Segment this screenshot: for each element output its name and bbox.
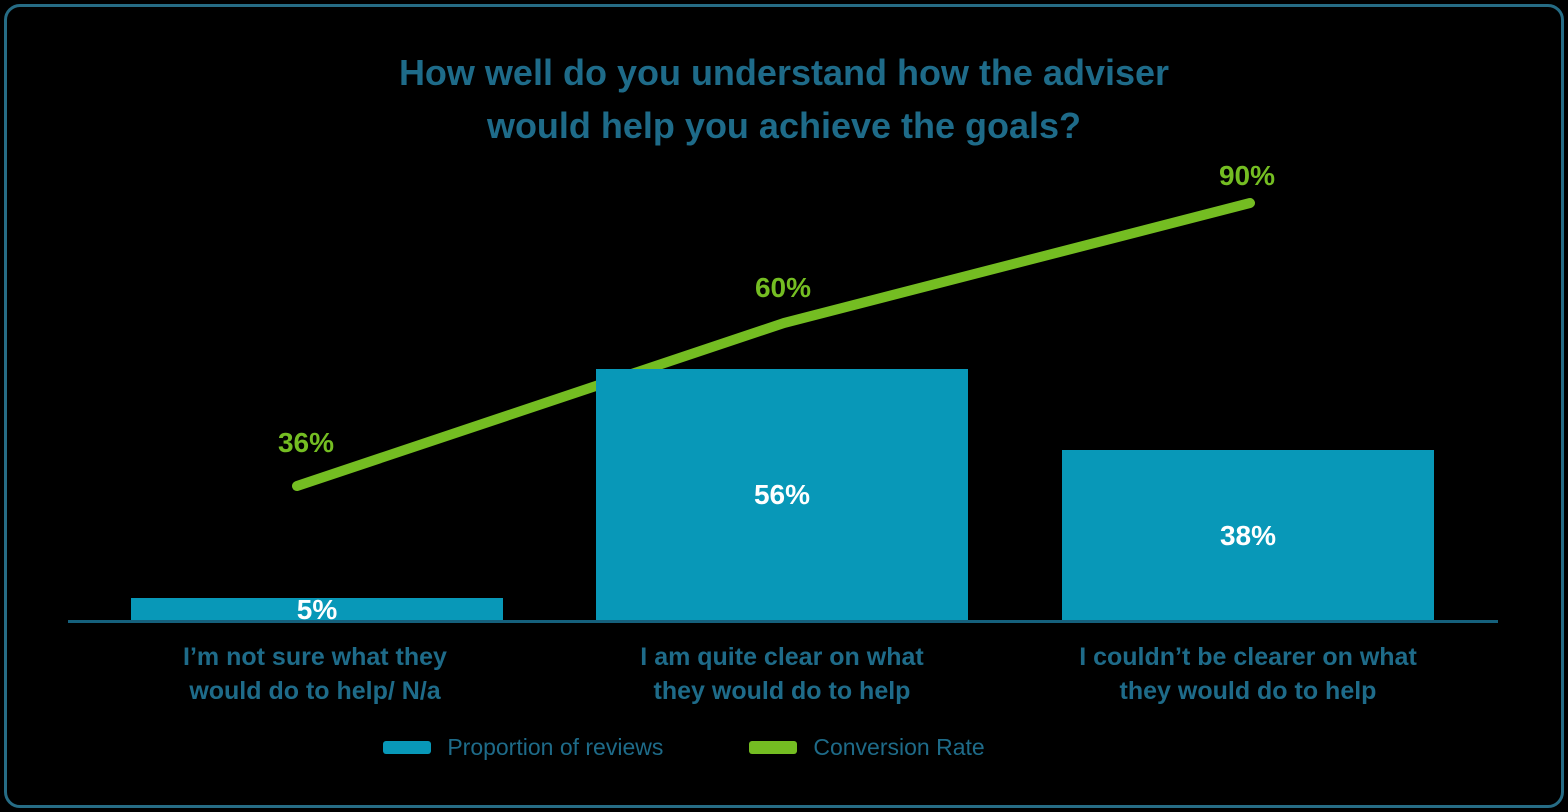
bar-value-label: 5% [296, 593, 338, 625]
chart-legend: Proportion of reviews Conversion Rate [0, 734, 1468, 761]
bar-proportion-quite-clear: 56% [596, 369, 968, 621]
legend-label: Proportion of reviews [447, 734, 664, 760]
conversion-rate-polyline [292, 198, 1255, 491]
legend-swatch-line-icon [749, 741, 798, 754]
chart-title-line-2: would help you achieve the goals? [486, 105, 1082, 146]
category-label-not-sure: I’m not sure what they would do to help/… [183, 643, 447, 705]
bar-value-label: 38% [1219, 519, 1277, 551]
legend-swatch-bar-icon [383, 741, 432, 754]
line-value-label: 36% [277, 427, 335, 458]
x-axis-line [68, 620, 1498, 623]
bar-proportion-not-sure: 5% [131, 593, 503, 625]
legend-label: Conversion Rate [813, 734, 985, 760]
legend-item-proportion-of-reviews: Proportion of reviews [383, 734, 663, 761]
legend-item-conversion-rate: Conversion Rate [749, 734, 985, 761]
category-label-couldnt-be-clearer: I couldn’t be clearer on what they would… [1079, 643, 1417, 705]
chart-title-line-1: How well do you understand how the advis… [398, 52, 1170, 93]
bar-value-label: 56% [753, 479, 811, 510]
chart-title: How well do you understand how the advis… [0, 46, 1568, 152]
bar-proportion-couldnt-be-clearer: 38% [1062, 450, 1434, 621]
line-value-label: 60% [754, 272, 812, 303]
category-label-quite-clear: I am quite clear on what they would do t… [640, 643, 924, 705]
line-value-label: 90% [1218, 160, 1276, 191]
